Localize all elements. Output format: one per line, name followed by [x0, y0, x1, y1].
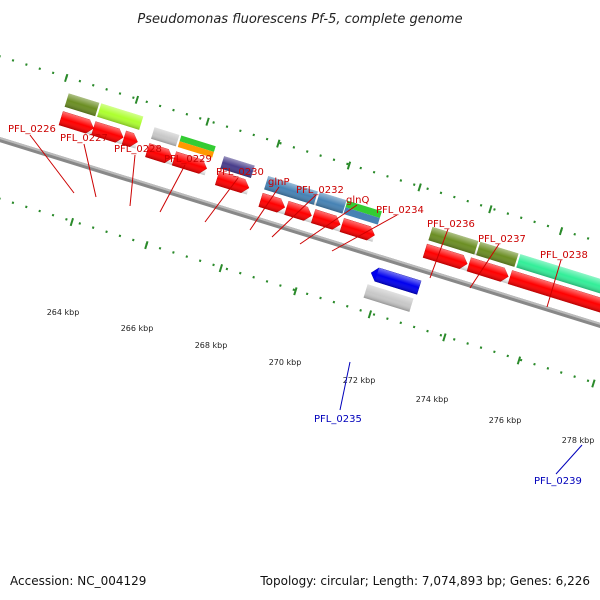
gene-label[interactable]: PFL_0230 — [216, 167, 264, 178]
forward-leaders — [29, 134, 562, 308]
gene-glnq[interactable] — [345, 200, 382, 218]
gene-label[interactable]: PFL_0232 — [296, 185, 344, 196]
gene-pfl-0234[interactable] — [343, 207, 380, 225]
scale-label: 268 kbp — [195, 341, 228, 350]
major-tick — [205, 117, 210, 126]
major-tick — [417, 183, 422, 192]
major-tick — [69, 217, 74, 227]
lower-ruler-ticks — [0, 184, 600, 418]
scale-label: 266 kbp — [121, 324, 154, 333]
gene-pfl-0229[interactable] — [179, 135, 216, 152]
major-tick — [346, 161, 352, 170]
scale-label: 276 kbp — [489, 416, 522, 425]
major-tick — [218, 264, 224, 273]
gene-label[interactable]: PFL_0237 — [478, 234, 526, 245]
gene-label[interactable]: PFL_0228 — [114, 144, 162, 155]
reverse-genes — [363, 267, 422, 312]
major-tick — [134, 95, 140, 104]
reverse-gene-labels: PFL_0235 PFL_0239 — [314, 414, 582, 487]
major-tick — [488, 205, 493, 214]
gene-label[interactable]: PFL_0234 — [376, 205, 424, 216]
scale-label: 278 kbp — [562, 436, 595, 445]
major-tick — [591, 379, 596, 388]
upper-ruler — [0, 54, 600, 288]
gene-pfl-0229-b[interactable] — [177, 141, 214, 158]
major-tick — [276, 139, 281, 148]
scale-label: 264 kbp — [47, 308, 80, 317]
gene-label[interactable]: PFL_0229 — [164, 154, 212, 165]
major-tick — [367, 310, 373, 319]
major-tick — [516, 356, 522, 365]
gene-label[interactable]: glnQ — [346, 195, 369, 206]
gene-label[interactable]: PFL_0226 — [8, 124, 56, 135]
accession-text: Accession: NC_004129 — [10, 574, 146, 588]
major-tick — [442, 333, 447, 342]
gene-label[interactable]: PFL_0239 — [534, 476, 582, 487]
scale-label: 270 kbp — [269, 358, 302, 367]
gene-label[interactable]: PFL_0235 — [314, 414, 362, 425]
major-tick — [293, 287, 298, 296]
lower-ruler — [0, 184, 600, 418]
map-title: Pseudomonas fluorescens Pf-5, complete g… — [137, 12, 462, 27]
genome-track — [0, 54, 600, 418]
major-tick — [558, 226, 564, 236]
gene-label[interactable]: PFL_0238 — [540, 250, 588, 261]
reverse-leaders — [339, 361, 583, 475]
gene-label[interactable]: glnP — [268, 177, 290, 188]
scale-label: 272 kbp — [343, 376, 376, 385]
topology-text: Topology: circular; Length: 7,074,893 bp… — [259, 574, 590, 588]
scale-labels: 264 kbp 266 kbp 268 kbp 270 kbp 272 kbp … — [47, 308, 595, 445]
gene-label[interactable]: PFL_0236 — [427, 219, 475, 230]
major-tick — [144, 240, 149, 250]
scale-label: 274 kbp — [416, 395, 449, 404]
forward-genes-upper — [64, 93, 600, 303]
forward-gene-labels: PFL_0226 PFL_0227 PFL_0228 PFL_0229 PFL_… — [8, 124, 588, 261]
gene-label[interactable]: PFL_0227 — [60, 133, 108, 144]
major-tick — [64, 73, 69, 83]
